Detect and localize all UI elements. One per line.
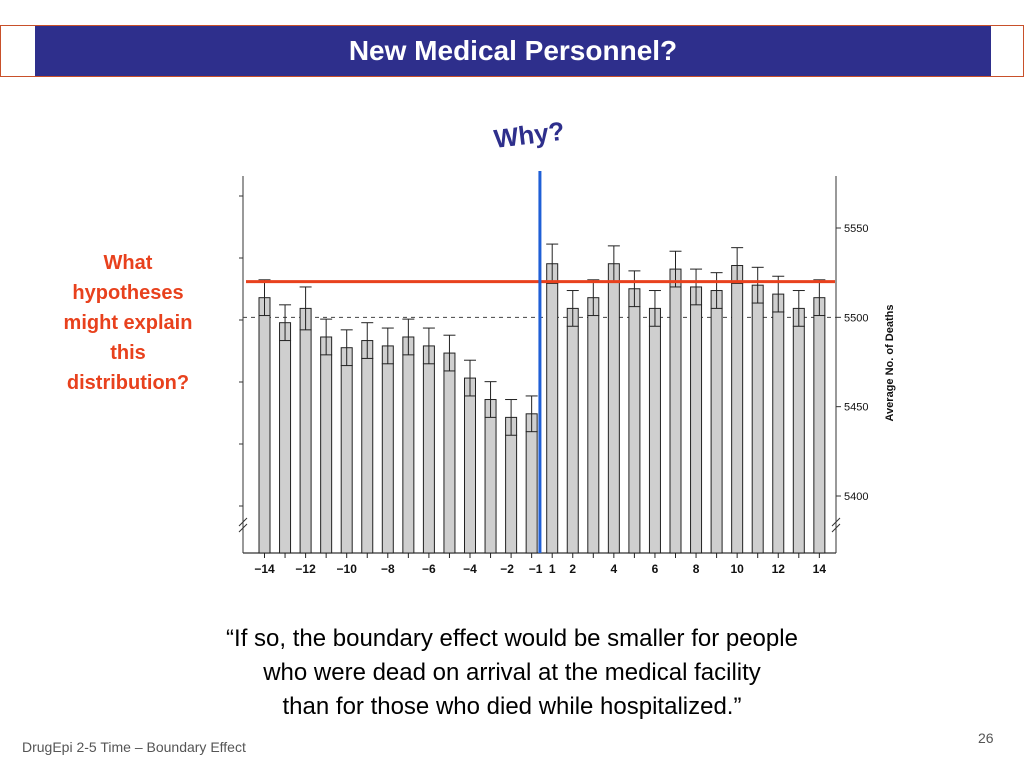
bar-group — [422, 327, 435, 558]
footer-text: DrugEpi 2-5 Time – Boundary Effect — [22, 739, 246, 755]
bar-group — [484, 381, 497, 558]
bar — [299, 307, 312, 554]
quote-line: than for those who died while hospitaliz… — [282, 693, 742, 720]
bar-group — [464, 359, 476, 558]
bar-group — [566, 290, 579, 558]
bar-group — [258, 279, 271, 558]
bar — [813, 297, 826, 554]
bar — [258, 297, 271, 554]
bar-group — [443, 334, 456, 558]
bar — [340, 347, 353, 554]
bar — [546, 263, 559, 554]
question-line: might explain — [63, 312, 193, 334]
x-tick-label: 1 — [549, 562, 556, 576]
x-tick-label: 2 — [569, 562, 576, 576]
x-tick-label: −2 — [500, 562, 514, 576]
bar-group — [792, 290, 805, 558]
bar — [772, 293, 785, 554]
y-axis-title: Average No. of Deaths — [884, 305, 896, 422]
title-bar: New Medical Personnel? — [0, 25, 1024, 77]
page-title: New Medical Personnel? — [35, 26, 991, 76]
bar-group — [628, 270, 641, 558]
x-tick-label: −8 — [381, 562, 395, 576]
x-tick-label: −4 — [463, 562, 477, 576]
bar — [279, 322, 292, 554]
bar-group — [279, 304, 292, 558]
bar — [402, 336, 415, 554]
bar — [628, 288, 641, 554]
question-line: hypotheses — [72, 282, 184, 304]
bar — [422, 345, 435, 554]
bar — [443, 352, 456, 554]
x-tick-label: −1 — [529, 562, 543, 576]
x-tick-label: −10 — [337, 562, 358, 576]
bar-group — [772, 275, 785, 558]
bar-group — [381, 327, 394, 558]
bar-group — [690, 268, 703, 558]
bar — [464, 377, 476, 554]
bar — [792, 307, 805, 554]
bar — [587, 297, 600, 554]
bar-group — [607, 245, 620, 558]
bar — [731, 265, 744, 554]
x-tick-label: 4 — [611, 562, 618, 576]
page-number: 26 — [978, 730, 994, 746]
x-tick-label: −6 — [422, 562, 436, 576]
bar — [710, 290, 723, 554]
bar-group — [751, 266, 764, 558]
question-line: distribution? — [66, 372, 190, 394]
bar — [381, 345, 394, 554]
y-tick-label: 5500 — [844, 312, 868, 324]
x-tick-label: −12 — [295, 562, 316, 576]
bar-group — [648, 290, 661, 558]
bar-group — [546, 243, 559, 558]
x-tick-label: 12 — [772, 562, 786, 576]
x-tick-label: 8 — [693, 562, 700, 576]
bar — [525, 413, 538, 554]
bar — [607, 263, 620, 554]
bar — [320, 336, 333, 554]
bar-group — [361, 322, 374, 558]
bar-group — [402, 318, 415, 558]
bar — [690, 286, 703, 554]
axis-break-mark — [238, 517, 248, 533]
bar-group — [710, 272, 723, 558]
x-tick-label: 14 — [813, 562, 827, 576]
quote-text: “If so, the boundary effect would be sma… — [110, 622, 914, 724]
y-tick-label: 5550 — [844, 223, 868, 235]
y-tick-label: 5400 — [844, 491, 868, 503]
bar-group — [669, 250, 682, 558]
bar — [648, 307, 661, 554]
question-text: What hypotheses might explain this distr… — [40, 248, 216, 398]
question-line: What — [103, 252, 153, 274]
quote-line: who were dead on arrival at the medical … — [263, 659, 761, 686]
bar — [505, 416, 518, 554]
axis-break-mark — [831, 517, 841, 533]
bar — [484, 399, 497, 554]
bar-group — [587, 279, 600, 558]
bar — [669, 268, 682, 554]
quote-line: “If so, the boundary effect would be sma… — [226, 625, 798, 652]
bar-group — [320, 318, 333, 558]
bar-group — [505, 399, 518, 558]
bar-group — [340, 329, 353, 558]
bar — [361, 340, 374, 554]
bar — [566, 307, 579, 554]
bar-group — [525, 395, 538, 558]
question-line: this — [110, 342, 146, 364]
bar — [751, 284, 764, 554]
x-tick-label: 6 — [652, 562, 659, 576]
x-tick-label: 10 — [730, 562, 744, 576]
x-tick-label: −14 — [254, 562, 275, 576]
bar-group — [731, 247, 744, 558]
bar-group — [813, 279, 826, 558]
bar-group — [299, 286, 312, 558]
y-tick-label: 5450 — [844, 402, 868, 414]
